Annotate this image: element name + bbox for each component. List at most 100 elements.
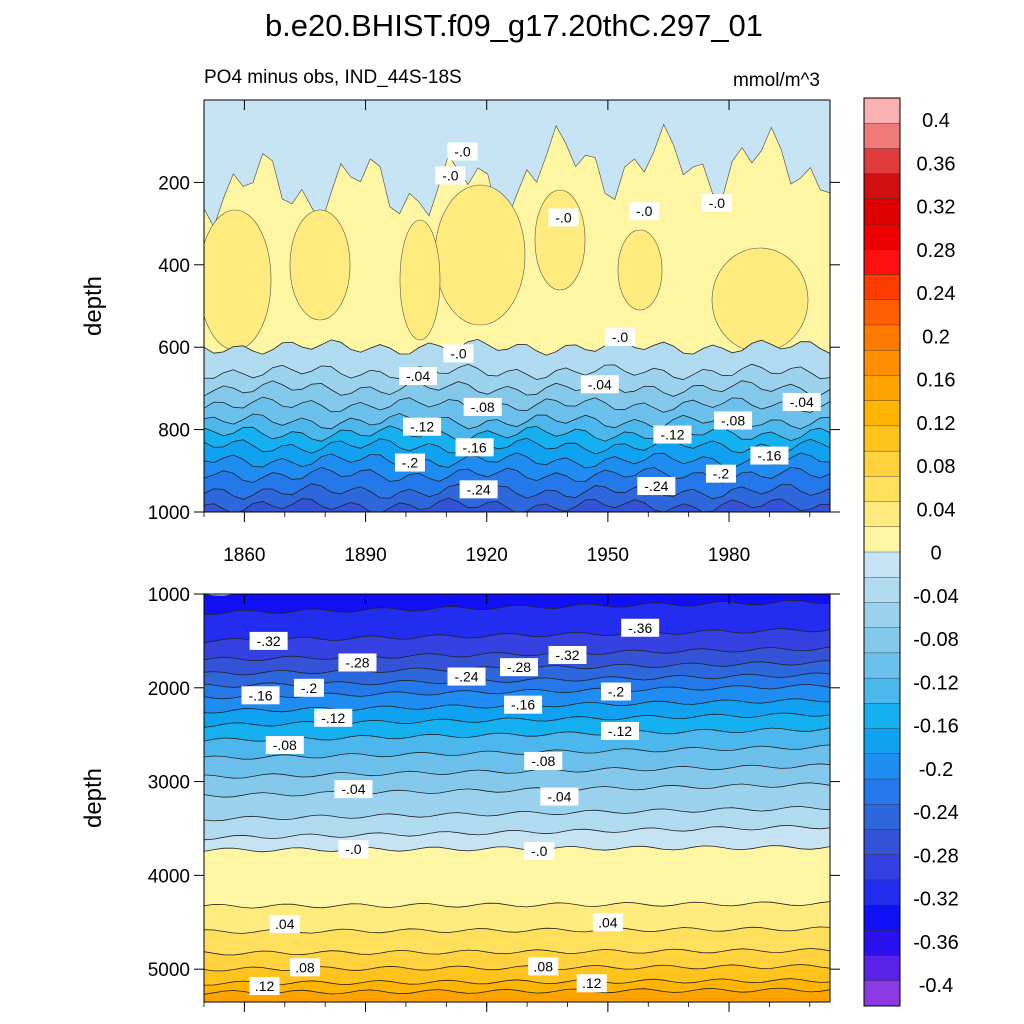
contour-label-bg	[621, 618, 660, 637]
colorbar-box-18	[863, 551, 901, 578]
colorbar-box-27	[863, 778, 901, 805]
y-tick-label: 200	[158, 173, 190, 194]
lower-contour-16	[204, 901, 830, 909]
x-tick-label: 1920	[466, 545, 508, 566]
colorbar-tick-label: 0.12	[917, 413, 956, 435]
lower-contour-2	[204, 628, 830, 644]
colorbar-tick-label: 0.36	[917, 153, 956, 175]
contour-label-bg	[592, 913, 623, 932]
contour-label-bg	[289, 958, 320, 977]
contour-label-text: -.0	[636, 203, 653, 219]
upper-contour-3	[204, 396, 830, 413]
contour-label: .04	[592, 913, 623, 932]
contour-label: -.0	[447, 142, 478, 161]
contour-label: -.16	[504, 695, 543, 714]
contour-label-bg	[600, 721, 639, 740]
y-tick-label: 5000	[148, 960, 190, 981]
contour-label: -.0	[338, 840, 369, 859]
colorbar-tick-label: -0.16	[913, 716, 959, 738]
contour-label: -.0	[435, 166, 466, 185]
colorbar-box-32	[863, 904, 901, 931]
colorbar: 0.4 0.36 0.32 0.28 0.24 0.2 0.16 0.12 0.08 0.04 0 -…	[863, 97, 959, 1007]
x-tick-label: 1950	[587, 545, 629, 566]
contour-label: -.04	[399, 367, 438, 386]
contour-label-bg	[548, 645, 587, 664]
lower-contour-3	[204, 646, 830, 662]
upper-contour-1	[204, 363, 830, 381]
upper-contour-2	[204, 380, 830, 397]
contour-label-bg	[653, 425, 692, 444]
lower-panel: 1000 2000 3000 4000 5000 -.36 -.32 -.32 -.28 -.2…	[80, 585, 840, 1012]
contour-label-bg	[540, 787, 579, 806]
contour-label: .12	[249, 977, 280, 996]
chart-subtitle: PO4 minus obs, IND_44S-18S	[204, 67, 462, 88]
contour-label-text: -.28	[345, 654, 369, 670]
contour-label-bg	[399, 367, 438, 386]
lower-contour-12	[204, 782, 830, 798]
contour-label: -.2	[294, 678, 325, 697]
contour-label-text: .12	[582, 975, 602, 991]
lower-contour-9	[204, 727, 830, 742]
colorbar-tick-label: 0.2	[922, 326, 950, 348]
colorbar-tick-label: 0.16	[917, 370, 956, 392]
contour-label-text: -.2	[608, 684, 625, 700]
contour-label-text: .04	[598, 914, 618, 930]
upper-blob-1	[289, 209, 351, 321]
colorbar-box-29	[863, 829, 901, 856]
contour-label: -.12	[314, 708, 353, 727]
contour-label-bg	[701, 194, 732, 212]
upper-blob-4	[711, 247, 809, 353]
colorbar-tick-label: 0	[930, 543, 941, 565]
contour-label-text: .04	[275, 916, 295, 932]
upper-panel: 1860 1890 1920 1950 1980 200 400 600 800 1000 -.0…	[80, 99, 840, 566]
lower-contour-17	[204, 926, 830, 934]
upper-contour-0	[204, 338, 830, 356]
contour-label-bg	[435, 166, 466, 185]
colorbar-box-20	[863, 602, 901, 629]
lower-y-axis-label: depth	[80, 768, 107, 828]
contour-label-text: -.0	[345, 841, 362, 857]
contour-label: -.0	[604, 327, 635, 346]
colorbar-box-14	[863, 450, 901, 477]
contour-label-bg	[394, 453, 425, 472]
colorbar-box-12	[863, 400, 901, 427]
units-label: mmol/m^3	[733, 70, 820, 91]
upper-band-10	[204, 498, 830, 512]
colorbar-tick-label: 0.04	[917, 499, 956, 521]
colorbar-box-30	[863, 854, 901, 881]
colorbar-box-34	[863, 955, 901, 982]
contour-label-text: -.0	[450, 345, 467, 361]
colorbar-box-26	[863, 753, 901, 780]
contour-label: .04	[269, 915, 300, 934]
contour-label-bg	[580, 375, 619, 394]
y-tick-label: 1000	[148, 585, 190, 606]
contour-label-text: -.16	[757, 448, 781, 464]
contour-label: -.0	[524, 841, 555, 860]
upper-contour-6	[204, 437, 830, 455]
contour-label-text: -.0	[709, 195, 726, 211]
contour-label-text: -.2	[301, 680, 318, 696]
contour-label-bg	[447, 667, 486, 686]
y-tick-label: 800	[158, 421, 190, 442]
contour-label-bg	[705, 464, 736, 483]
upper-frame	[203, 99, 831, 513]
lower-contour-1	[204, 599, 830, 615]
upper-contour-10	[204, 497, 830, 512]
x-tick-label: 1980	[708, 545, 750, 566]
contour-label-text: -.0	[555, 209, 572, 225]
contour-label-text: -.08	[721, 413, 745, 429]
contour-label: -.08	[463, 397, 502, 416]
contour-label-text: -.16	[463, 439, 487, 455]
contour-label-text: -.16	[248, 687, 272, 703]
contour-label: -.36	[621, 618, 660, 637]
contour-label-bg	[338, 840, 369, 859]
contour-label: -.24	[447, 667, 486, 686]
contour-label-bg	[463, 397, 502, 416]
contour-label-bg	[265, 736, 304, 755]
colorbar-box-2	[863, 148, 901, 175]
lower-frame	[203, 593, 831, 1003]
colorbar-box-35	[863, 980, 901, 1007]
contour-label-text: -.0	[442, 167, 459, 183]
colorbar-box-15	[863, 476, 901, 503]
lower-contour-11	[204, 763, 830, 779]
